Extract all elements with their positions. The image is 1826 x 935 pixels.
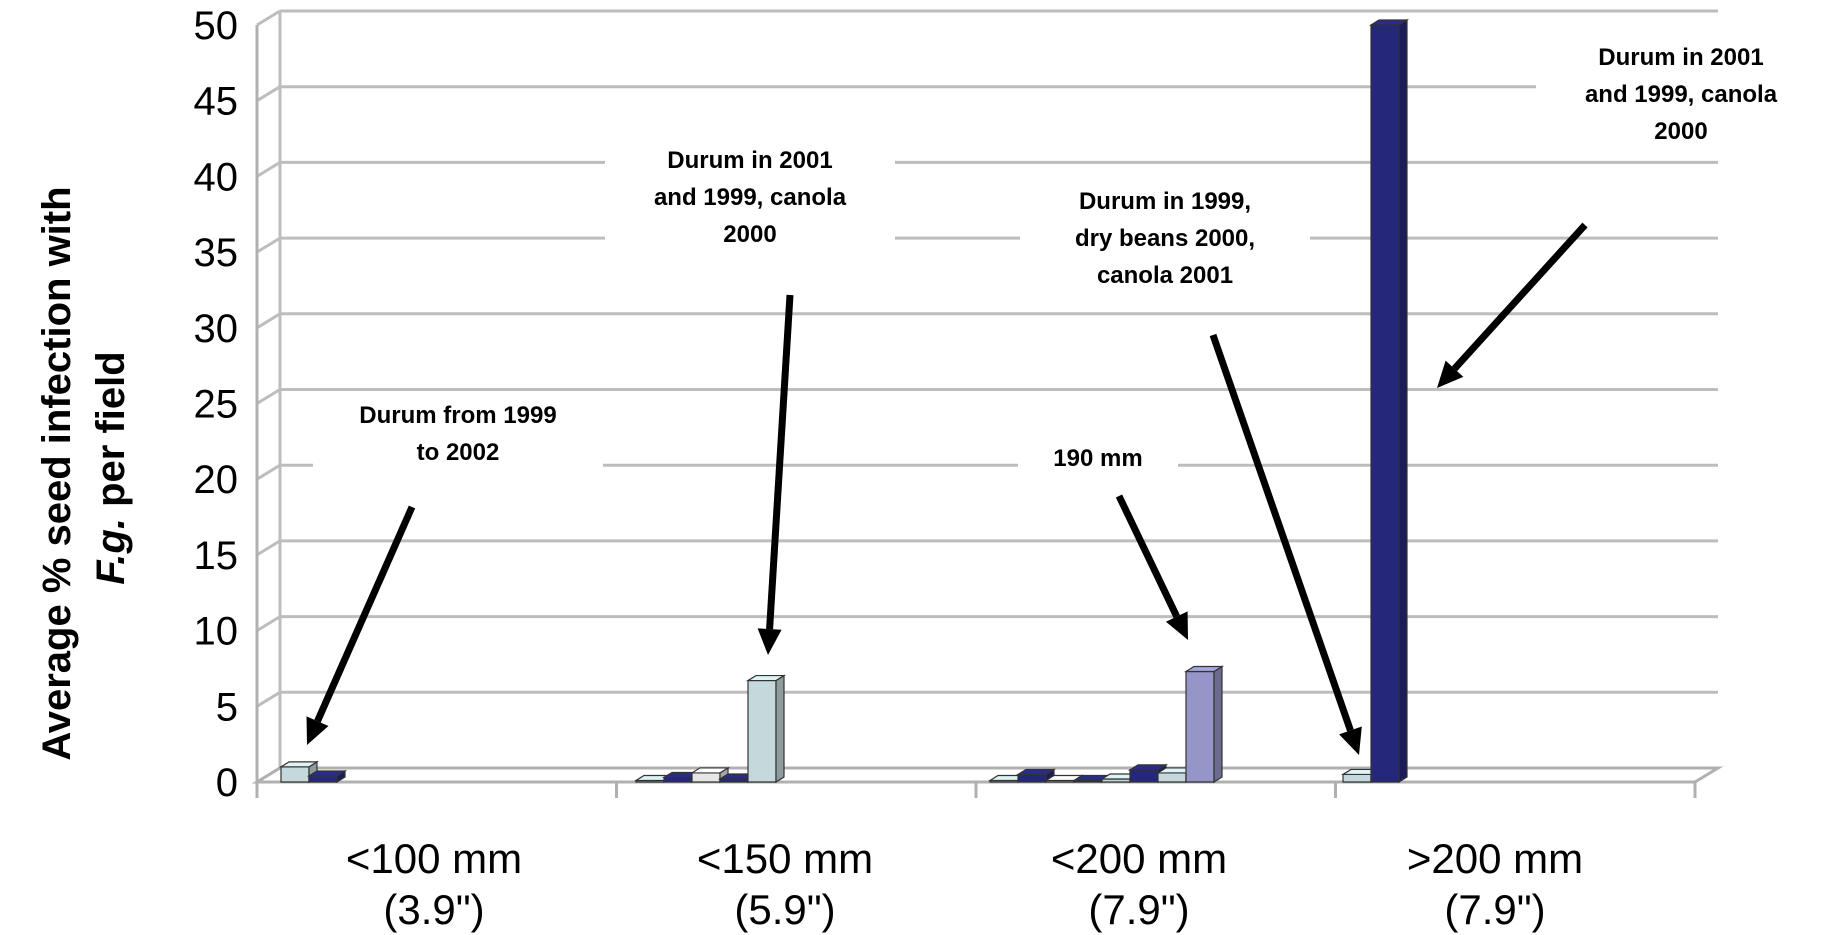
gridlines bbox=[256, 9, 1718, 784]
y-tick-label: 40 bbox=[194, 155, 239, 199]
annotation-line: 190 mm bbox=[1053, 445, 1142, 472]
annotation-line: dry beans 2000, bbox=[1075, 225, 1255, 252]
annotation-line: 2000 bbox=[723, 221, 776, 248]
bar bbox=[1015, 768, 1057, 784]
floor-plane bbox=[251, 766, 1724, 784]
y-tick-mark bbox=[256, 85, 281, 102]
y-tick-labels: 0 5 10 15 20 25 30 35 40 45 50 bbox=[194, 4, 239, 805]
bar bbox=[306, 769, 348, 784]
arrow bbox=[1115, 494, 1188, 640]
bars bbox=[278, 18, 1410, 784]
y-tick-mark bbox=[256, 312, 281, 330]
x-category-sublabel: (7.9") bbox=[1444, 886, 1545, 933]
x-category-label: <200 mm bbox=[1051, 835, 1227, 882]
annotation: 190 mm bbox=[1018, 438, 1178, 481]
y-tick-mark bbox=[256, 539, 281, 557]
annotation: Durum in 1999, dry beans 2000, canola 2001 bbox=[1020, 181, 1310, 298]
y-axis-label-line1: Average % seed infection with bbox=[35, 186, 79, 760]
y-tick-mark bbox=[256, 388, 281, 405]
annotations: Durum from 1999 to 2002 Durum in 2001 and 1… bbox=[313, 37, 1826, 481]
x-category-label: <150 mm bbox=[697, 835, 873, 882]
y-tick-mark bbox=[256, 463, 281, 481]
annotation: Durum in 2001 and 1999, canola 2000 bbox=[1536, 37, 1826, 154]
y-tick-mark bbox=[256, 691, 281, 708]
y-tick-label: 15 bbox=[194, 534, 239, 578]
x-category-labels: <100 mm(3.9")<150 mm(5.9")<200 mm(7.9")>… bbox=[346, 835, 1583, 933]
annotation: Durum in 2001 and 1999, canola 2000 bbox=[605, 140, 895, 257]
x-category-label: <100 mm bbox=[346, 835, 522, 882]
annotation: Durum from 1999 to 2002 bbox=[313, 395, 603, 475]
arrow bbox=[1209, 333, 1362, 755]
x-category-sublabel: (5.9") bbox=[734, 886, 835, 933]
y-tick-label: 25 bbox=[194, 383, 239, 427]
annotation-line: and 1999, canola bbox=[654, 184, 847, 211]
y-tick-mark bbox=[256, 9, 281, 27]
annotation-line: Durum in 2001 bbox=[667, 147, 832, 174]
y-axis-label: Average % seed infection with F.g. per f… bbox=[35, 175, 133, 760]
arrow bbox=[757, 294, 794, 655]
annotation-arrows bbox=[306, 222, 1588, 755]
annotation-line: Durum in 1999, bbox=[1079, 188, 1251, 215]
annotation-line: 2000 bbox=[1654, 118, 1707, 145]
x-category-sublabel: (7.9") bbox=[1088, 886, 1189, 933]
y-tick-mark bbox=[256, 236, 281, 254]
x-category-label: >200 mm bbox=[1407, 835, 1583, 882]
y-tick-mark bbox=[256, 615, 281, 632]
y-tick-label: 30 bbox=[194, 307, 239, 351]
annotation-line: Durum from 1999 bbox=[359, 402, 556, 429]
y-axis-label-rest: per field bbox=[89, 351, 133, 518]
y-tick-label: 45 bbox=[194, 80, 239, 124]
y-tick-label: 5 bbox=[216, 685, 238, 729]
y-tick-label: 50 bbox=[194, 4, 239, 48]
bar bbox=[1183, 665, 1225, 784]
y-axis-label-italic: F.g. bbox=[89, 518, 133, 585]
bar bbox=[1368, 18, 1410, 784]
y-tick-label: 20 bbox=[194, 458, 239, 502]
y-tick-label: 10 bbox=[194, 610, 239, 654]
annotation-line: to 2002 bbox=[417, 439, 500, 466]
arrow bbox=[1437, 222, 1588, 388]
y-tick-label: 0 bbox=[216, 761, 238, 805]
y-tick-label: 35 bbox=[194, 231, 239, 275]
x-category-sublabel: (3.9") bbox=[383, 886, 484, 933]
bar bbox=[745, 674, 787, 784]
y-axis-label-line2: F.g. per field bbox=[89, 351, 133, 584]
y-tick-mark bbox=[256, 161, 281, 178]
annotation-line: Durum in 2001 bbox=[1598, 44, 1763, 71]
annotation-line: canola 2001 bbox=[1097, 262, 1233, 289]
annotation-line: and 1999, canola bbox=[1585, 81, 1778, 108]
arrow bbox=[306, 505, 416, 745]
